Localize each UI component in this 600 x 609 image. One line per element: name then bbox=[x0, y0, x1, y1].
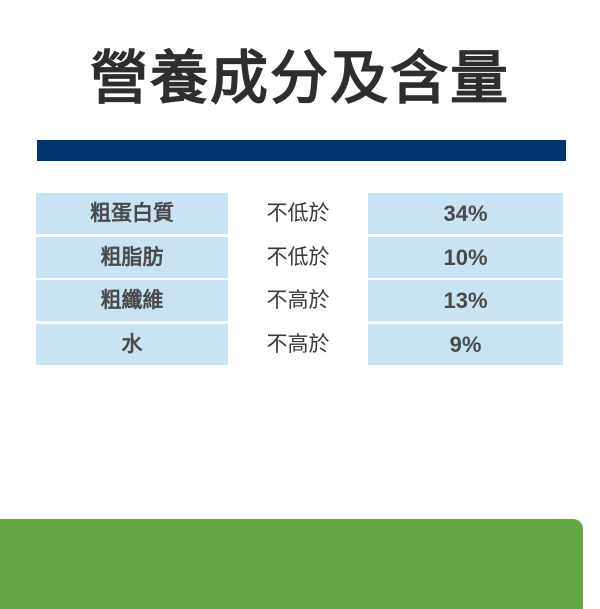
table-row: 粗纖維 不高於 13% bbox=[0, 280, 600, 321]
nutrient-label: 粗纖維 bbox=[36, 280, 228, 321]
nutrient-value: 10% bbox=[368, 237, 563, 278]
nutrient-condition: 不低於 bbox=[266, 245, 330, 269]
nutrient-value: 13% bbox=[368, 280, 563, 321]
header-divider-bar bbox=[37, 140, 566, 161]
nutrient-condition: 不高於 bbox=[266, 332, 330, 356]
table-row: 粗脂肪 不低於 10% bbox=[0, 237, 600, 278]
nutrient-label: 粗蛋白質 bbox=[36, 193, 228, 234]
table-row: 粗蛋白質 不低於 34% bbox=[0, 193, 600, 234]
table-row: 水 不高於 9% bbox=[0, 324, 600, 365]
nutrient-label: 水 bbox=[36, 324, 228, 365]
nutrient-condition: 不高於 bbox=[266, 288, 330, 312]
nutrient-value: 9% bbox=[368, 324, 563, 365]
nutrient-label: 粗脂肪 bbox=[36, 237, 228, 278]
page-title: 營養成分及含量 bbox=[89, 44, 510, 112]
nutrient-value: 34% bbox=[368, 193, 563, 234]
nutrient-condition: 不低於 bbox=[266, 201, 330, 225]
footer-green-panel bbox=[0, 519, 583, 609]
